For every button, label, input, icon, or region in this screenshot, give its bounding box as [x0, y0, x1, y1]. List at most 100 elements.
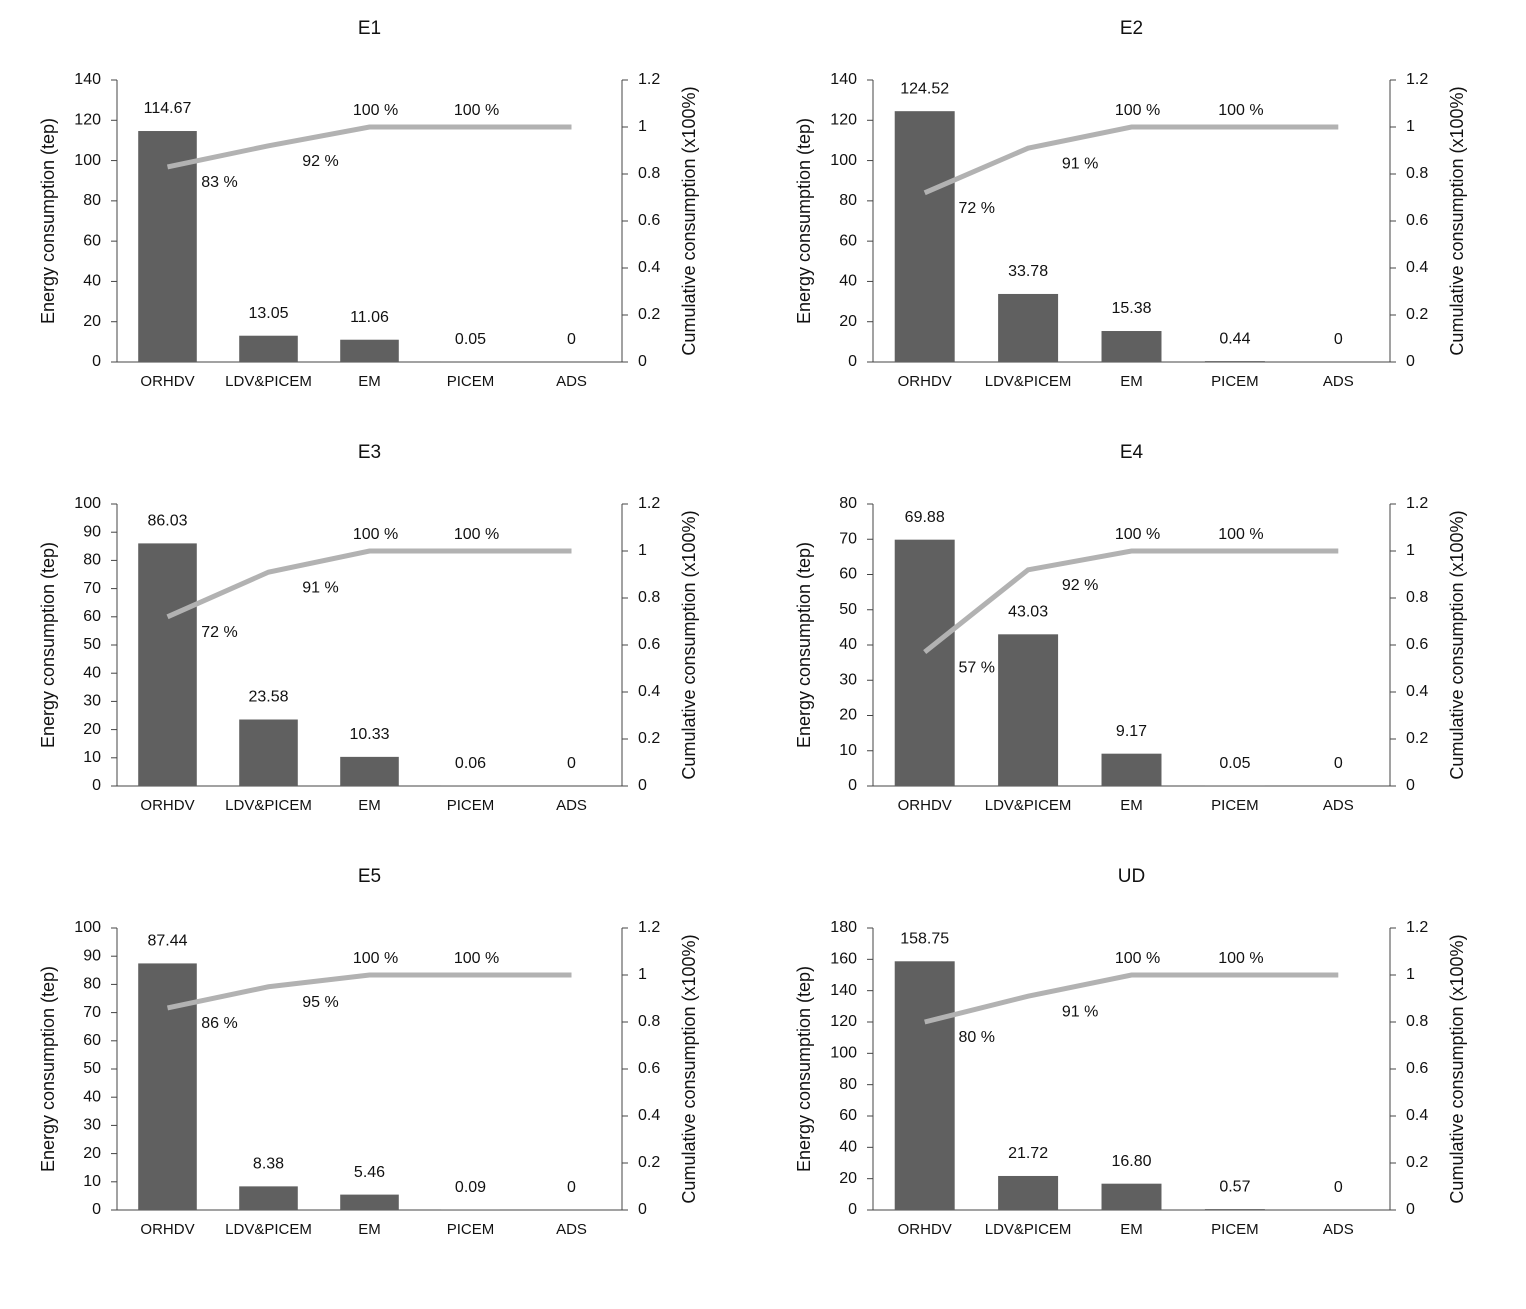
y-tick-label: 180 [830, 919, 857, 936]
line-value-label: 100 % [1218, 102, 1263, 119]
y2-tick-label: 1.2 [638, 919, 660, 936]
x-tick-label: ADS [556, 1221, 587, 1238]
line-value-label: 100 % [1115, 526, 1160, 543]
bar [340, 1194, 399, 1210]
bar-value-label: 0.05 [1219, 755, 1250, 772]
y2-tick-label: 0.4 [1406, 259, 1428, 276]
bar-value-label: 0 [567, 1179, 576, 1196]
y2-tick-label: 0 [638, 353, 647, 370]
x-tick-label: EM [1120, 797, 1143, 814]
bar [340, 756, 399, 786]
bar-value-label: 114.67 [144, 100, 192, 117]
y-tick-label: 140 [830, 71, 857, 88]
y-tick-label: 80 [83, 192, 101, 209]
bar-value-label: 0.06 [455, 755, 486, 772]
line-value-label: 100 % [1115, 950, 1160, 967]
bar-value-label: 23.58 [248, 689, 288, 706]
y-tick-label: 0 [92, 1201, 101, 1218]
chart-title: E4 [1120, 442, 1144, 463]
bar-value-label: 9.17 [1116, 723, 1147, 740]
y-axis-label: Energy consumption (tep) [794, 966, 814, 1172]
bar [1204, 1209, 1265, 1210]
y2-tick-label: 0.4 [638, 259, 660, 276]
y-axis-label: Energy consumption (tep) [794, 118, 814, 324]
bar-value-label: 0 [567, 331, 576, 348]
bar-value-label: 124.52 [900, 80, 949, 97]
y-tick-label: 80 [839, 1076, 857, 1093]
y-tick-label: 70 [83, 580, 101, 597]
y-tick-label: 70 [83, 1004, 101, 1021]
chart-title: E3 [358, 442, 381, 463]
y-axis-label: Energy consumption (tep) [38, 118, 58, 324]
y2-axis-label: Cumulative consumption (x100%) [679, 86, 699, 355]
y2-tick-label: 0 [1406, 1201, 1415, 1218]
y2-tick-label: 0 [638, 1201, 647, 1218]
x-tick-label: ORHDV [898, 797, 952, 814]
y-tick-label: 50 [83, 1060, 101, 1077]
bar-value-label: 87.44 [147, 933, 187, 950]
x-tick-label: PICEM [1211, 1221, 1259, 1238]
bar [998, 293, 1059, 362]
bar-value-label: 5.46 [354, 1164, 385, 1181]
cumulative-line [923, 548, 1339, 655]
y-tick-label: 60 [83, 232, 101, 249]
y2-tick-label: 1 [1406, 118, 1415, 135]
x-tick-label: PICEM [447, 797, 495, 814]
y-tick-label: 160 [830, 951, 857, 968]
y-axis-label: Energy consumption (tep) [38, 542, 58, 748]
x-tick-label: ADS [1323, 1221, 1354, 1238]
y-tick-label: 20 [83, 1145, 101, 1162]
y2-axis-label: Cumulative consumption (x100%) [679, 510, 699, 779]
y2-tick-label: 1.2 [638, 495, 660, 512]
line-value-label: 86 % [201, 1015, 237, 1032]
y-tick-label: 60 [839, 232, 857, 249]
y2-tick-label: 0.2 [1406, 306, 1428, 323]
y-tick-label: 70 [839, 530, 857, 547]
line-value-label: 80 % [958, 1029, 994, 1046]
line-value-label: 100 % [353, 102, 398, 119]
y-tick-label: 80 [83, 976, 101, 993]
y-tick-label: 100 [74, 495, 101, 512]
line-value-label: 95 % [302, 994, 338, 1011]
y-tick-label: 40 [839, 273, 857, 290]
chart-title: E5 [358, 866, 381, 887]
line-value-label: 91 % [1062, 155, 1098, 172]
y2-tick-label: 0.8 [1406, 1013, 1428, 1030]
cumulative-line [166, 548, 572, 620]
x-tick-label: LDV&PICEM [985, 797, 1072, 814]
y2-tick-label: 0.4 [638, 683, 660, 700]
x-tick-label: ORHDV [140, 1221, 194, 1238]
y2-tick-label: 0 [1406, 777, 1415, 794]
y-tick-label: 10 [839, 742, 857, 759]
x-tick-label: PICEM [1211, 373, 1259, 390]
y-axis-label: Energy consumption (tep) [794, 542, 814, 748]
y2-tick-label: 0.8 [638, 165, 660, 182]
y2-tick-label: 1.2 [1406, 495, 1428, 512]
line-value-label: 83 % [201, 174, 237, 191]
y2-tick-label: 0.2 [1406, 1154, 1428, 1171]
bar [138, 131, 197, 362]
y-tick-label: 30 [83, 1117, 101, 1134]
y2-tick-label: 0.6 [1406, 636, 1428, 653]
y-tick-label: 30 [83, 693, 101, 710]
y2-tick-label: 0.2 [638, 1154, 660, 1171]
y-tick-label: 80 [839, 192, 857, 209]
y-tick-label: 20 [83, 313, 101, 330]
chart-title: E1 [358, 18, 381, 39]
bar [1101, 753, 1162, 786]
y-tick-label: 60 [839, 566, 857, 583]
y2-tick-label: 1 [638, 966, 647, 983]
y2-tick-label: 1.2 [1406, 71, 1428, 88]
y-tick-label: 40 [83, 273, 101, 290]
x-tick-label: EM [358, 797, 381, 814]
bar [239, 719, 298, 786]
x-tick-label: LDV&PICEM [985, 373, 1072, 390]
x-tick-label: ORHDV [140, 373, 194, 390]
line-value-label: 100 % [1115, 102, 1160, 119]
y2-tick-label: 0 [1406, 353, 1415, 370]
y-tick-label: 60 [83, 608, 101, 625]
y2-tick-label: 1 [638, 118, 647, 135]
y-tick-label: 120 [74, 112, 101, 129]
y-tick-label: 100 [830, 152, 857, 169]
